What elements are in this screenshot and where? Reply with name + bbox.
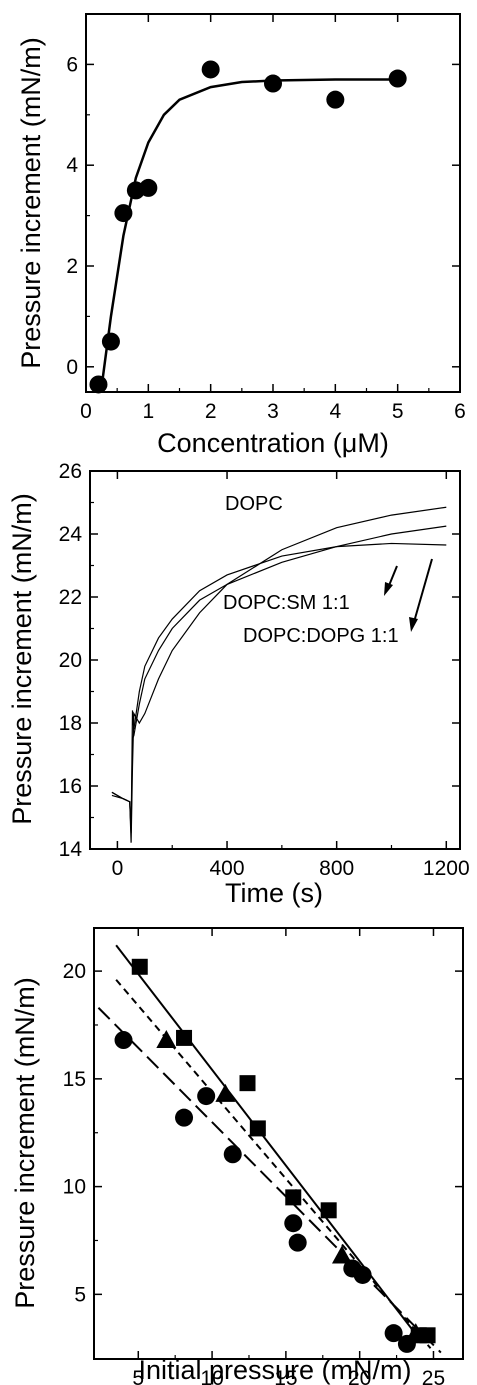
x-tick-label: 20 bbox=[348, 1367, 371, 1385]
data-markers bbox=[114, 958, 436, 1353]
y-tick-label: 14 bbox=[59, 838, 83, 861]
data-point-circle bbox=[139, 178, 158, 197]
x-tick-label: 4 bbox=[329, 400, 341, 423]
x-axis-label: Time (s) bbox=[225, 878, 323, 908]
fit-curve bbox=[100, 78, 398, 388]
x-axis-label: Initial pressure (mN/m) bbox=[138, 1355, 411, 1385]
data-point-circle bbox=[326, 90, 345, 109]
data-point-circle bbox=[284, 1214, 303, 1233]
data-point-circle bbox=[397, 1334, 416, 1353]
x-tick-label: 1200 bbox=[423, 857, 470, 880]
x-tick-label: 6 bbox=[454, 400, 466, 423]
y-ticks: 14 16 18 20 22 24 26 bbox=[59, 460, 460, 861]
annotation-dopc-sm: DOPC:SM 1:1 bbox=[223, 592, 350, 614]
data-point-triangle bbox=[331, 1245, 352, 1264]
data-point-triangle bbox=[215, 1083, 236, 1102]
fit-lines bbox=[97, 944, 442, 1354]
y-tick-label: 4 bbox=[66, 154, 78, 177]
annotation-dopc-dopg: DOPC:DOPG 1:1 bbox=[243, 625, 399, 647]
data-point-circle bbox=[114, 204, 133, 223]
data-point-square bbox=[239, 1075, 256, 1092]
x-tick-label: 1 bbox=[142, 400, 154, 423]
y-tick-label: 24 bbox=[59, 523, 83, 546]
y-axis-label: Pressure increment (mN/m) bbox=[16, 37, 46, 369]
data-point-circle bbox=[384, 1324, 403, 1343]
y-ticks: 5 10 15 20 bbox=[63, 960, 463, 1306]
annotation-arrows bbox=[384, 558, 433, 632]
x-tick-label: 25 bbox=[422, 1367, 445, 1385]
x-tick-label: 800 bbox=[319, 857, 354, 880]
y-tick-label: 20 bbox=[59, 649, 82, 672]
y-tick-label: 2 bbox=[66, 255, 78, 278]
y-tick-label: 26 bbox=[59, 460, 82, 483]
trace-line bbox=[111, 542, 447, 834]
data-point-circle bbox=[353, 1265, 372, 1284]
x-tick-label: 15 bbox=[274, 1367, 297, 1385]
fit-line bbox=[115, 944, 423, 1343]
data-point-circle bbox=[175, 1108, 194, 1127]
x-tick-label: 3 bbox=[267, 400, 279, 423]
panel-a: 0 1 2 3 4 5 6 0 2 4 6 Concentration (μM) Pressure… bbox=[16, 13, 466, 458]
data-point-circle bbox=[288, 1233, 307, 1252]
y-tick-label: 10 bbox=[63, 1176, 86, 1199]
y-tick-label: 6 bbox=[66, 53, 78, 76]
trace-line bbox=[111, 525, 447, 831]
data-point-square bbox=[176, 1029, 193, 1046]
data-point-circle bbox=[388, 69, 407, 88]
traces bbox=[111, 506, 447, 843]
y-tick-label: 5 bbox=[74, 1283, 86, 1306]
data-point-circle bbox=[89, 375, 108, 394]
data-point-circle bbox=[197, 1087, 216, 1106]
y-axis-label: Pressure increment (mN/m) bbox=[10, 977, 40, 1309]
x-ticks: 5 10 15 20 25 bbox=[132, 928, 445, 1385]
x-axis-label: Concentration (μM) bbox=[157, 428, 389, 458]
y-tick-label: 20 bbox=[63, 960, 86, 983]
arrowhead-sm bbox=[384, 582, 393, 596]
data-point-circle bbox=[201, 60, 220, 79]
x-tick-label: 10 bbox=[200, 1367, 223, 1385]
data-point-square bbox=[249, 1120, 266, 1137]
fit-line bbox=[100, 78, 398, 388]
x-tick-label: 400 bbox=[210, 857, 245, 880]
arrow-dopg bbox=[413, 558, 433, 623]
y-tick-label: 0 bbox=[66, 356, 78, 379]
data-point-square bbox=[285, 1189, 302, 1206]
fit-line bbox=[115, 979, 432, 1349]
x-tick-label: 5 bbox=[132, 1367, 144, 1385]
x-tick-label: 0 bbox=[80, 400, 92, 423]
x-ticks: 0 1 2 3 4 5 6 bbox=[80, 14, 466, 423]
panel-c: 5 10 15 20 25 5 10 15 20 Initial pressure (mN/m… bbox=[10, 927, 464, 1385]
y-tick-label: 22 bbox=[59, 586, 82, 609]
y-tick-label: 15 bbox=[63, 1068, 86, 1091]
data-point-circle bbox=[264, 74, 282, 93]
x-tick-label: 0 bbox=[112, 857, 124, 880]
plot-frame bbox=[89, 470, 461, 850]
x-ticks: 0 400 800 1200 bbox=[112, 471, 470, 880]
arrowhead-dopg bbox=[409, 617, 418, 632]
data-point-circle bbox=[114, 1031, 133, 1050]
data-point-circle bbox=[223, 1145, 242, 1164]
data-markers bbox=[89, 60, 407, 394]
plot-frame bbox=[85, 13, 461, 393]
y-tick-label: 18 bbox=[59, 712, 82, 735]
data-point-square bbox=[320, 1202, 337, 1219]
y-axis-label: Pressure increment (mN/m) bbox=[7, 493, 37, 825]
x-tick-label: 2 bbox=[205, 400, 217, 423]
data-point-square bbox=[131, 958, 148, 975]
x-tick-label: 5 bbox=[392, 400, 404, 423]
panel-b: 0 400 800 1200 14 16 18 20 22 24 26 DOPC DOPC:SM … bbox=[7, 460, 470, 908]
data-point-circle bbox=[101, 332, 120, 351]
y-ticks: 0 2 4 6 bbox=[66, 53, 460, 379]
annotation-dopc: DOPC bbox=[225, 493, 283, 515]
plot-frame bbox=[93, 927, 464, 1360]
fit-line bbox=[97, 1007, 442, 1354]
data-point-triangle bbox=[156, 1030, 177, 1049]
y-tick-label: 16 bbox=[59, 775, 82, 798]
